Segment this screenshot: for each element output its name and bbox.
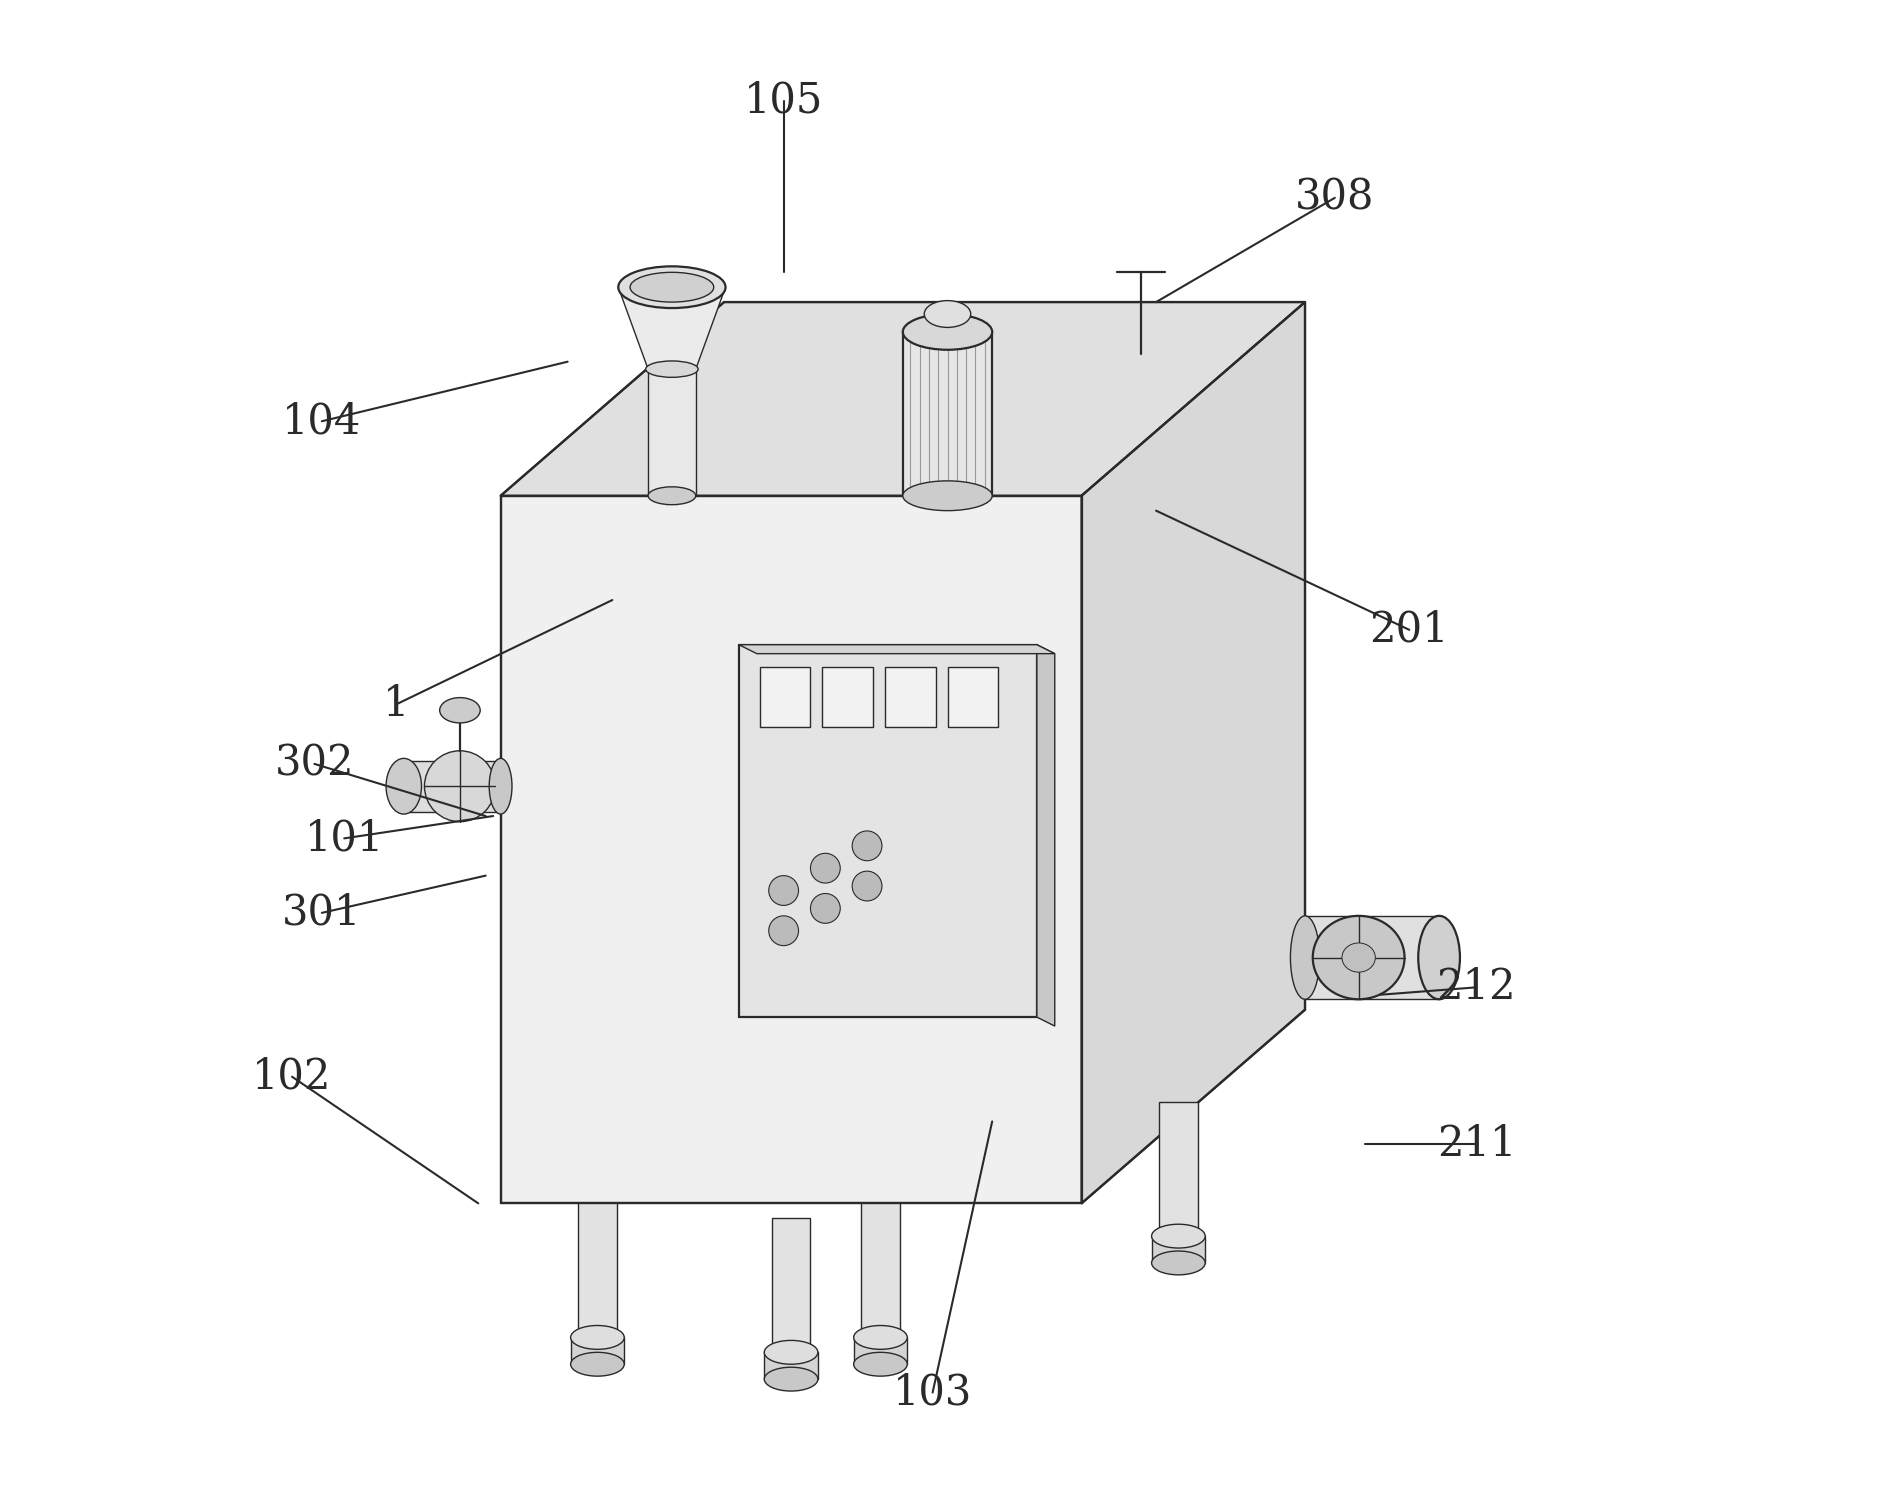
Polygon shape [1152, 1236, 1205, 1263]
Ellipse shape [853, 1353, 908, 1377]
Text: 101: 101 [305, 818, 385, 860]
Ellipse shape [629, 273, 714, 303]
Ellipse shape [648, 487, 695, 505]
Polygon shape [902, 333, 993, 496]
Text: 105: 105 [745, 79, 822, 121]
Polygon shape [618, 288, 726, 369]
Ellipse shape [764, 1341, 819, 1365]
Ellipse shape [853, 1326, 908, 1350]
Polygon shape [885, 667, 936, 727]
Ellipse shape [764, 1368, 819, 1392]
Text: 212: 212 [1436, 966, 1516, 1008]
Circle shape [811, 854, 839, 882]
Polygon shape [648, 369, 695, 496]
Ellipse shape [489, 758, 512, 813]
Text: 308: 308 [1294, 177, 1374, 219]
Polygon shape [1082, 303, 1306, 1203]
Ellipse shape [925, 301, 970, 328]
Ellipse shape [570, 1353, 623, 1377]
Polygon shape [948, 667, 999, 727]
Polygon shape [764, 1353, 819, 1380]
Text: 301: 301 [282, 891, 362, 933]
Polygon shape [739, 644, 1037, 1017]
Text: 103: 103 [893, 1372, 972, 1414]
Circle shape [769, 876, 798, 905]
Polygon shape [1037, 644, 1056, 1026]
Polygon shape [578, 1203, 616, 1338]
Text: 1: 1 [383, 683, 409, 725]
Ellipse shape [1417, 915, 1459, 999]
Polygon shape [739, 644, 1056, 653]
Polygon shape [500, 496, 1082, 1203]
Ellipse shape [1152, 1224, 1205, 1248]
Polygon shape [860, 1203, 900, 1338]
Ellipse shape [387, 758, 421, 813]
Ellipse shape [424, 750, 495, 822]
Ellipse shape [902, 315, 993, 349]
Ellipse shape [902, 481, 993, 511]
Text: 201: 201 [1370, 608, 1450, 650]
Polygon shape [1160, 1103, 1198, 1236]
Ellipse shape [1342, 942, 1376, 972]
Circle shape [811, 893, 839, 923]
Text: 211: 211 [1436, 1124, 1516, 1165]
Circle shape [769, 915, 798, 945]
Ellipse shape [440, 698, 479, 724]
Polygon shape [771, 1218, 811, 1353]
Ellipse shape [618, 267, 726, 309]
Ellipse shape [1290, 915, 1319, 999]
Circle shape [853, 872, 881, 900]
Polygon shape [404, 761, 500, 812]
Polygon shape [570, 1338, 623, 1365]
Ellipse shape [1152, 1251, 1205, 1275]
Ellipse shape [570, 1326, 623, 1350]
Polygon shape [500, 303, 1306, 496]
Polygon shape [1306, 915, 1438, 999]
Text: 302: 302 [275, 743, 354, 785]
Circle shape [853, 831, 881, 861]
Text: 104: 104 [282, 400, 362, 442]
Ellipse shape [646, 361, 697, 377]
Polygon shape [822, 667, 874, 727]
Ellipse shape [1313, 915, 1404, 999]
Polygon shape [760, 667, 811, 727]
Polygon shape [853, 1338, 908, 1365]
Text: 102: 102 [252, 1056, 332, 1098]
